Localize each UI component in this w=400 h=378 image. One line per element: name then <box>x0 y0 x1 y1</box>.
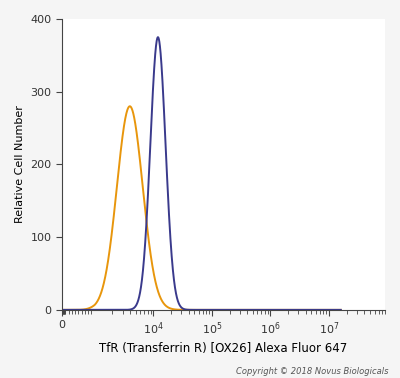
Y-axis label: Relative Cell Number: Relative Cell Number <box>15 105 25 223</box>
X-axis label: TfR (Transferrin R) [OX26] Alexa Fluor 647: TfR (Transferrin R) [OX26] Alexa Fluor 6… <box>100 342 348 355</box>
Text: Copyright © 2018 Novus Biologicals: Copyright © 2018 Novus Biologicals <box>236 367 388 376</box>
